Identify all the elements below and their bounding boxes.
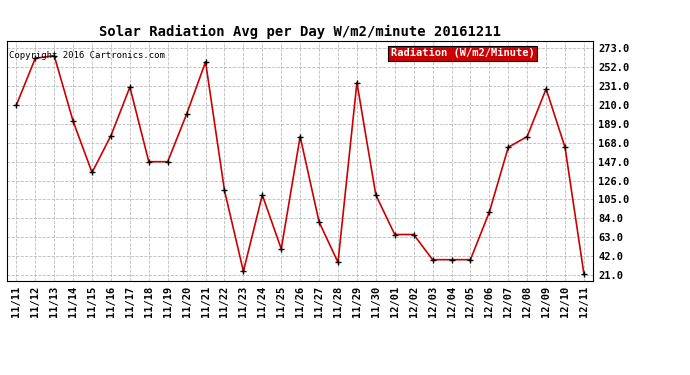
Text: Copyright 2016 Cartronics.com: Copyright 2016 Cartronics.com <box>9 51 165 60</box>
Text: Radiation (W/m2/Minute): Radiation (W/m2/Minute) <box>391 48 535 58</box>
Title: Solar Radiation Avg per Day W/m2/minute 20161211: Solar Radiation Avg per Day W/m2/minute … <box>99 24 501 39</box>
